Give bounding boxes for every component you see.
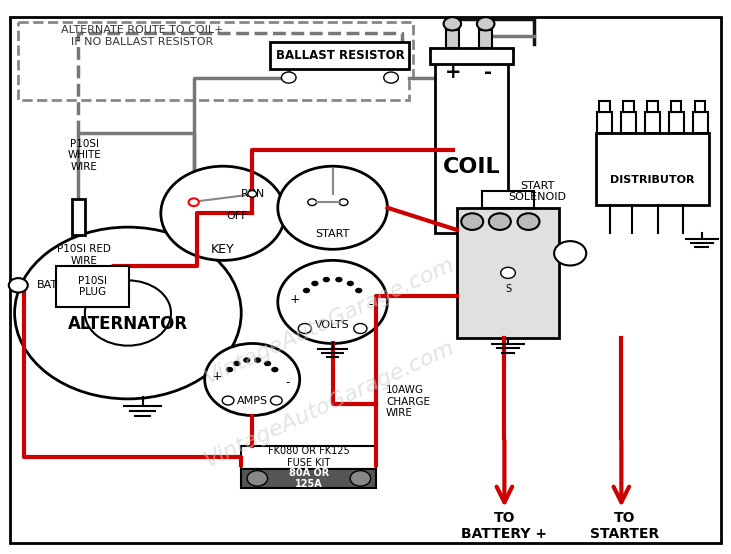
Text: AMPS: AMPS [237,396,268,406]
Circle shape [355,288,363,293]
FancyBboxPatch shape [599,101,610,112]
Text: OFF: OFF [227,211,248,221]
Text: -: - [368,298,373,311]
Text: 80A OR
125A: 80A OR 125A [289,468,329,489]
FancyBboxPatch shape [241,469,376,488]
FancyBboxPatch shape [648,101,658,112]
Text: ALTERNATE ROUTE TO COIL+
IF NO BALLAST RESISTOR: ALTERNATE ROUTE TO COIL+ IF NO BALLAST R… [61,25,224,47]
Text: VOLTS: VOLTS [315,320,350,330]
Circle shape [222,396,234,405]
Circle shape [205,343,300,416]
FancyBboxPatch shape [457,208,559,338]
FancyBboxPatch shape [430,48,513,64]
FancyBboxPatch shape [482,191,534,208]
Circle shape [264,361,271,366]
Text: DISTRIBUTOR: DISTRIBUTOR [610,175,694,185]
Circle shape [501,267,515,278]
FancyBboxPatch shape [435,61,508,233]
FancyBboxPatch shape [645,112,659,133]
Circle shape [336,277,343,283]
Circle shape [308,199,317,206]
Text: P10SI
PLUG: P10SI PLUG [78,276,107,297]
Text: FK080 OR FK125
FUSE KIT: FK080 OR FK125 FUSE KIT [268,447,349,468]
Circle shape [384,72,398,83]
Text: ALTERNATOR: ALTERNATOR [68,315,188,333]
Text: P10SI
WHITE
WIRE: P10SI WHITE WIRE [67,138,101,172]
Text: P10SI RED
WIRE: P10SI RED WIRE [57,244,111,265]
Circle shape [254,357,261,363]
Circle shape [339,199,348,206]
Circle shape [303,288,310,293]
Circle shape [298,324,311,334]
Circle shape [444,17,461,30]
FancyBboxPatch shape [693,112,708,133]
FancyBboxPatch shape [270,42,409,69]
Text: 10AWG
CHARGE
WIRE: 10AWG CHARGE WIRE [386,385,430,418]
Circle shape [270,396,282,405]
Text: START
SOLENOID: START SOLENOID [508,181,567,202]
FancyBboxPatch shape [669,112,683,133]
Circle shape [346,281,354,286]
Text: COIL: COIL [443,157,500,177]
Circle shape [243,357,251,363]
Text: BALLAST RESISTOR: BALLAST RESISTOR [276,49,404,62]
FancyBboxPatch shape [72,199,85,235]
Text: TO
STARTER: TO STARTER [591,511,659,541]
Circle shape [322,277,330,283]
Text: TO
BATTERY +: TO BATTERY + [461,511,548,541]
Text: VintageAutoGarage.com: VintageAutoGarage.com [201,254,457,388]
FancyBboxPatch shape [597,112,612,133]
FancyBboxPatch shape [596,133,709,205]
FancyBboxPatch shape [446,30,459,48]
FancyBboxPatch shape [621,112,636,133]
Circle shape [489,213,511,230]
Circle shape [477,17,494,30]
Circle shape [518,213,539,230]
Circle shape [350,470,371,486]
FancyBboxPatch shape [671,101,681,112]
Text: +: + [445,63,461,81]
Circle shape [354,324,367,334]
Circle shape [247,470,268,486]
Text: -: - [484,63,491,81]
Text: S: S [505,284,511,295]
FancyBboxPatch shape [241,446,376,469]
FancyBboxPatch shape [695,101,705,112]
FancyBboxPatch shape [56,266,129,307]
Circle shape [248,191,257,197]
Text: RUN: RUN [241,189,265,199]
Circle shape [9,278,28,293]
Text: +: + [212,370,222,383]
Circle shape [233,361,240,366]
Circle shape [15,227,241,399]
Circle shape [226,367,233,372]
Circle shape [311,281,319,286]
Circle shape [161,166,285,260]
Circle shape [281,72,296,83]
Circle shape [461,213,483,230]
Text: START: START [315,229,350,239]
Circle shape [278,166,387,249]
Circle shape [554,241,586,265]
Circle shape [278,260,387,343]
Text: BAT: BAT [37,280,58,290]
Text: KEY: KEY [211,243,235,256]
Circle shape [271,367,279,372]
Text: -: - [285,376,289,389]
Text: +: + [289,293,300,306]
FancyBboxPatch shape [479,30,492,48]
Circle shape [189,198,199,206]
FancyBboxPatch shape [624,101,634,112]
Text: VintageAutoGarage.com: VintageAutoGarage.com [201,337,457,471]
Circle shape [85,280,171,346]
